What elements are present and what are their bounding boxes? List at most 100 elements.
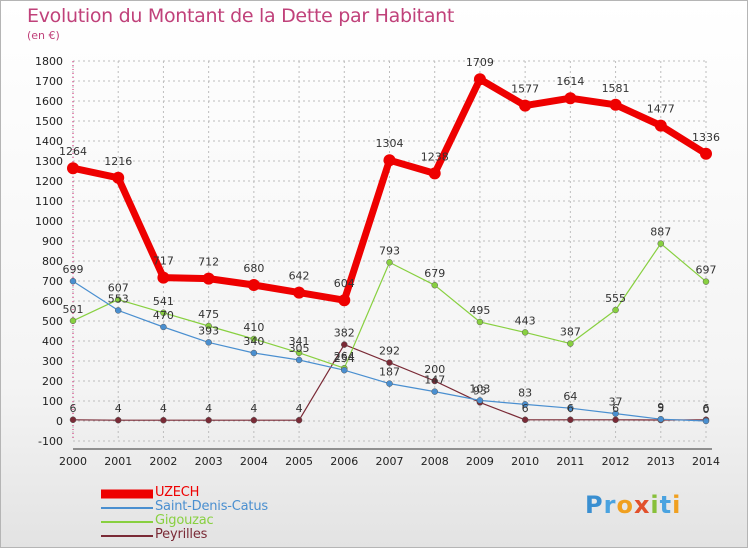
legend-swatch	[101, 535, 153, 537]
x-tick-label: 2013	[647, 455, 675, 468]
data-point	[612, 306, 619, 314]
data-point	[69, 416, 77, 424]
data-point	[654, 119, 667, 132]
data-point	[295, 356, 303, 364]
data-label: 1577	[511, 83, 539, 96]
data-point	[657, 240, 665, 247]
data-point	[519, 99, 532, 112]
legend-label: Saint-Denis-Catus	[155, 499, 268, 514]
data-label: 410	[243, 321, 264, 334]
data-label: 553	[108, 292, 129, 305]
data-label: 1477	[647, 103, 675, 116]
data-label: 6	[612, 402, 619, 415]
x-tick-label: 2007	[376, 455, 404, 468]
data-label: 4	[160, 402, 167, 415]
logo-letter: P	[585, 491, 604, 519]
y-tick-label: 400	[42, 335, 63, 348]
data-label: 793	[379, 244, 400, 257]
legend-label: Peyrilles	[155, 527, 208, 542]
data-label: 103	[469, 382, 490, 395]
y-tick-label: 1100	[35, 195, 63, 208]
data-label: 1304	[376, 137, 404, 150]
data-point	[247, 279, 260, 291]
data-label: 642	[289, 270, 310, 283]
data-label: 254	[334, 352, 355, 365]
y-tick-label: 800	[42, 255, 63, 268]
y-tick-label: 1700	[35, 75, 63, 88]
data-point	[386, 380, 393, 387]
data-label: 712	[198, 256, 219, 269]
data-label: 1709	[466, 56, 494, 69]
x-tick-label: 2005	[285, 455, 313, 468]
data-point	[295, 416, 303, 424]
data-point	[521, 329, 529, 336]
data-label: 4	[115, 402, 122, 415]
data-point	[205, 339, 212, 346]
data-label: 1216	[104, 155, 132, 168]
data-point	[205, 322, 212, 330]
data-label: 1614	[556, 75, 584, 88]
logo-letter: i	[672, 491, 682, 519]
y-tick-label: 500	[42, 315, 63, 328]
y-tick-label: 1800	[35, 55, 63, 68]
data-label: 501	[63, 303, 84, 316]
data-label: 4	[296, 402, 303, 415]
data-label: 305	[289, 342, 310, 355]
data-point	[114, 416, 122, 424]
data-label: 887	[650, 226, 671, 239]
data-point	[250, 349, 258, 357]
data-point	[160, 416, 167, 424]
data-point	[521, 416, 529, 424]
y-tick-label: 1600	[35, 95, 63, 108]
data-label: 699	[63, 263, 84, 276]
y-tick-label: 300	[42, 355, 63, 368]
y-tick-label: -100	[38, 435, 63, 448]
data-point	[341, 366, 348, 374]
data-point	[476, 318, 484, 326]
x-tick-label: 2008	[421, 455, 449, 468]
x-tick-label: 2011	[556, 455, 584, 468]
data-point	[114, 307, 122, 314]
data-point	[473, 73, 486, 86]
data-label: 1238	[421, 150, 449, 163]
data-label: 393	[198, 324, 219, 337]
data-label: 541	[153, 295, 174, 308]
x-tick-label: 2010	[511, 455, 539, 468]
data-label: 679	[424, 267, 445, 280]
data-point	[341, 341, 348, 348]
x-tick-label: 2006	[330, 455, 358, 468]
legend-label: Gigouzac	[155, 513, 214, 528]
data-point	[69, 317, 77, 325]
data-point	[567, 404, 574, 412]
y-tick-label: 200	[42, 375, 63, 388]
proxiti-logo: Proxiti	[585, 491, 681, 519]
data-label: 147	[424, 374, 445, 387]
data-label: 387	[560, 326, 581, 339]
data-point	[657, 415, 665, 423]
legend-swatch	[101, 507, 153, 509]
data-point	[612, 410, 619, 417]
data-label: 341	[289, 335, 310, 348]
data-point	[702, 278, 710, 285]
data-point	[112, 171, 125, 184]
data-label: 607	[108, 282, 129, 295]
data-point	[431, 377, 438, 385]
data-point	[293, 286, 306, 299]
data-label: 717	[153, 255, 174, 268]
data-label: 6	[70, 402, 77, 415]
data-point	[431, 388, 438, 395]
data-point	[250, 335, 258, 343]
x-tick-label: 2003	[195, 455, 223, 468]
data-label: 680	[243, 262, 264, 275]
data-label: 83	[518, 386, 532, 399]
data-label: 93	[473, 384, 487, 397]
y-tick-label: 900	[42, 235, 63, 248]
data-label: 340	[243, 335, 264, 348]
y-tick-label: 700	[42, 275, 63, 288]
data-label: 264	[334, 350, 355, 363]
data-label: 1264	[59, 145, 87, 158]
x-tick-label: 2000	[59, 455, 87, 468]
logo-letter: t	[659, 491, 673, 519]
